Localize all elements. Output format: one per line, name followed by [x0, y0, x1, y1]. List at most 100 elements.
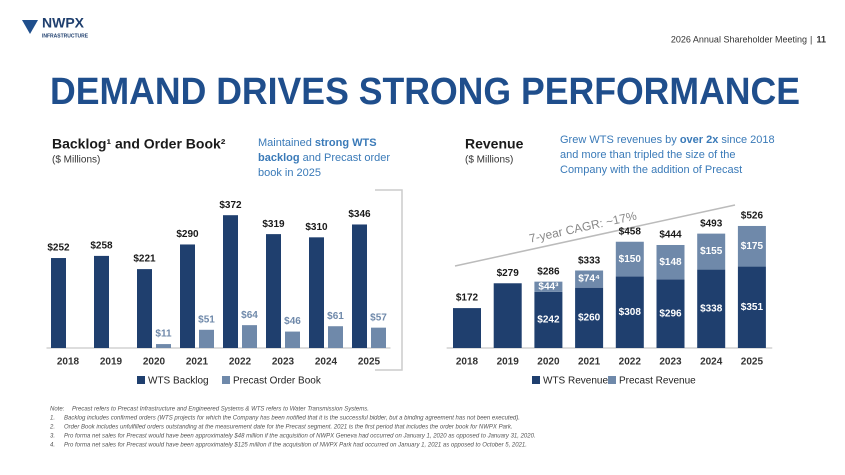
annotation-segment: Grew WTS revenues by — [560, 134, 680, 146]
bar-segment — [453, 308, 481, 348]
value-label: $319 — [262, 219, 285, 230]
annotation-segment: strong WTS — [315, 137, 377, 149]
note-number: 1. — [50, 416, 55, 422]
note-number: 4. — [50, 443, 55, 449]
annotation: Grew WTS revenues by over 2x since 2018 — [560, 134, 775, 146]
x-tick-label: 2018 — [57, 357, 80, 368]
note-number: 3. — [50, 434, 55, 440]
value-label: $308 — [619, 307, 642, 318]
annotation: Maintained strong WTS — [258, 137, 377, 149]
bar-segment — [534, 281, 563, 292]
value-label: $346 — [348, 209, 371, 220]
logo-text: NWPX — [42, 15, 85, 31]
bar — [156, 344, 171, 348]
bar — [309, 237, 324, 348]
x-tick-label: 2025 — [358, 357, 381, 368]
bar — [352, 224, 367, 348]
total-label: $333 — [578, 255, 601, 266]
total-label: $458 — [619, 226, 642, 237]
annotation-segment: and Precast order — [300, 152, 391, 164]
bar-segment — [534, 291, 563, 348]
note-text: Backlog includes confirmed orders (WTS p… — [64, 416, 520, 422]
value-label: $296 — [659, 308, 682, 319]
bar-segment — [493, 283, 522, 348]
value-label: $175 — [741, 241, 764, 252]
slide-title: DEMAND DRIVES STRONG PERFORMANCE — [50, 71, 800, 113]
chart-subtitle: ($ Millions) — [465, 155, 513, 166]
value-label: $279 — [497, 268, 520, 279]
annotation: and more than tripled the size of the — [560, 149, 736, 161]
trend-line — [454, 204, 736, 267]
bracket — [375, 189, 403, 371]
bar-segment — [656, 279, 685, 348]
x-tick-label: 2021 — [578, 357, 601, 368]
total-label: $493 — [700, 218, 723, 229]
x-tick-label: 2021 — [186, 357, 209, 368]
value-label: $221 — [133, 254, 156, 265]
bar-segment — [575, 287, 604, 348]
value-label: $150 — [619, 254, 642, 265]
bar-segment — [615, 241, 644, 277]
value-label: $11 — [155, 329, 172, 340]
value-label: $252 — [47, 243, 70, 254]
x-tick-label: 2024 — [700, 357, 723, 368]
value-label: $260 — [578, 312, 601, 323]
bar — [371, 327, 386, 348]
bar — [137, 269, 152, 348]
chart-title: Revenue — [465, 136, 524, 152]
annotation-segment: and more than tripled the size of the — [560, 149, 736, 161]
x-tick-label: 2019 — [497, 357, 520, 368]
total-label: $526 — [741, 211, 764, 222]
value-label: $44³ — [538, 281, 559, 292]
x-tick-label: 2024 — [315, 357, 338, 368]
bar — [199, 329, 214, 348]
bar — [223, 215, 238, 348]
note-text: Order Book includes unfulfilled orders o… — [64, 425, 513, 431]
legend-label: WTS Backlog — [148, 376, 209, 387]
value-label: $258 — [90, 241, 113, 252]
annotation-segment: Maintained — [258, 137, 315, 149]
value-label: $290 — [176, 229, 199, 240]
note-text: Pro forma net sales for Precast would ha… — [64, 434, 536, 440]
chart-subtitle: ($ Millions) — [52, 155, 100, 166]
value-label: $61 — [327, 311, 344, 322]
x-tick-label: 2023 — [272, 357, 295, 368]
total-label: $444 — [659, 230, 682, 241]
bar-segment — [575, 270, 604, 288]
bar-segment — [737, 266, 766, 348]
bar — [180, 244, 195, 348]
logo-subtext: INFRASTRUCTURE — [42, 33, 89, 39]
annotation: backlog and Precast order — [258, 152, 390, 164]
bar-segment — [697, 233, 726, 270]
logo-mark — [22, 20, 38, 34]
bar-segment — [656, 244, 685, 280]
x-tick-label: 2020 — [537, 357, 560, 368]
x-tick-label: 2019 — [100, 357, 123, 368]
value-label: $74⁴ — [578, 274, 600, 285]
value-label: $57 — [370, 312, 387, 323]
value-label: $351 — [741, 302, 764, 313]
value-label: $155 — [700, 246, 723, 257]
annotation: Company with the addition of Precast — [560, 164, 742, 176]
note-number: Note: — [50, 407, 65, 413]
value-label: $64 — [241, 310, 258, 321]
value-label: $51 — [198, 314, 215, 325]
bar — [242, 325, 257, 348]
x-tick-label: 2022 — [619, 357, 642, 368]
chart-title: Backlog¹ and Order Book² — [52, 136, 226, 152]
legend-swatch — [532, 376, 540, 384]
annotation: book in 2025 — [258, 167, 321, 179]
bar — [51, 258, 66, 348]
annotation-segment: over 2x — [680, 134, 719, 146]
value-label: $310 — [305, 222, 328, 233]
legend-swatch — [137, 376, 145, 384]
annotation-segment: backlog — [258, 152, 300, 164]
total-label: $286 — [537, 266, 560, 277]
legend-label: Precast Order Book — [233, 376, 322, 387]
annotation-segment: since 2018 — [718, 134, 774, 146]
bar-segment — [615, 276, 644, 348]
note-number: 2. — [49, 425, 55, 431]
note-text: Pro forma net sales for Precast would ha… — [64, 443, 527, 449]
value-label: $242 — [537, 315, 560, 326]
